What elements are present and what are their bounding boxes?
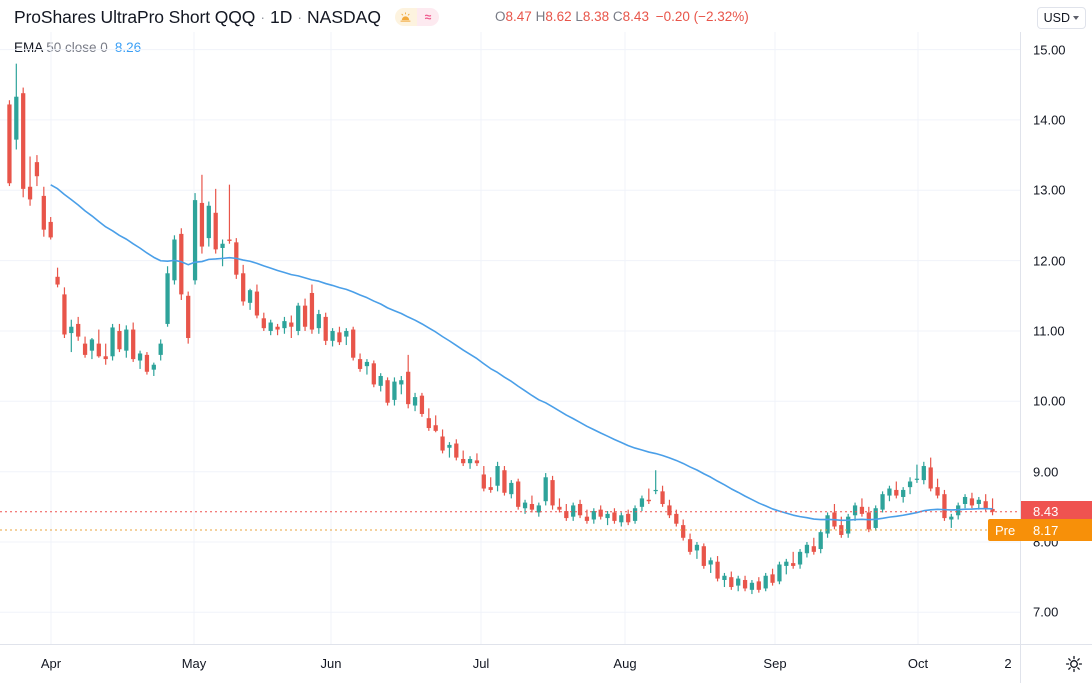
premarket-tag: Pre [988, 519, 1023, 541]
last-price-badge: 8.43 [1021, 500, 1092, 523]
time-tick-2: 2 [1004, 656, 1012, 671]
interval-label[interactable]: 1D [269, 6, 293, 27]
exchange-label[interactable]: NASDAQ [307, 6, 381, 27]
change-value: −0.20 (−2.32%) [655, 9, 749, 24]
price-tick-11.00: 11.00 [1033, 323, 1065, 339]
price-tick-7.00: 7.00 [1033, 604, 1059, 620]
time-scale-divider [1020, 645, 1021, 683]
market-status-pill[interactable]: ≈ [394, 8, 439, 26]
time-tick-May: May [181, 656, 207, 671]
currency-button[interactable]: USD [1036, 7, 1086, 29]
candlestick-canvas [0, 32, 1020, 644]
premarket-price-badge: 8.17 [1021, 519, 1092, 541]
indicator-legend-ema[interactable]: EMA 50 close 0 8.26 [14, 40, 141, 55]
high-value: 8.62 [545, 9, 572, 24]
vertical-gridlines [50, 32, 919, 644]
price-tick-13.00: 13.00 [1033, 182, 1066, 198]
ema-line [50, 184, 993, 522]
price-tick-15.00: 15.00 [1033, 42, 1066, 58]
time-scale[interactable]: Apr May Jun Jul Aug Sep Oct 2 [0, 644, 1092, 683]
price-tick-14.00: 14.00 [1033, 112, 1066, 128]
time-tick-Jun: Jun [320, 656, 342, 671]
wave-icon: ≈ [416, 8, 439, 26]
chart-plot-area[interactable] [0, 32, 1020, 644]
close-value: 8.43 [622, 9, 649, 24]
price-tick-10.00: 10.00 [1033, 393, 1066, 409]
low-value: 8.38 [582, 9, 610, 24]
close-label: C [612, 9, 623, 24]
sunrise-icon [394, 8, 417, 26]
low-label: L [575, 9, 583, 24]
open-value: 8.47 [505, 9, 532, 24]
time-tick-Oct: Oct [907, 656, 929, 671]
symbol-title[interactable]: ProShares UltraPro Short QQQ [14, 6, 256, 27]
high-label: H [535, 9, 546, 24]
time-tick-Aug: Aug [613, 656, 637, 671]
time-tick-Jul: Jul [472, 656, 490, 671]
currency-label: USD [1043, 11, 1070, 25]
ema-name: EMA [14, 40, 44, 55]
price-lines [0, 511, 1020, 531]
open-label: O [495, 9, 506, 24]
price-tick-12.00: 12.00 [1033, 253, 1066, 269]
price-scale[interactable]: 15.00 14.00 13.00 12.00 11.00 10.00 9.00 8.00 7.… [1020, 32, 1092, 644]
time-tick-Sep: Sep [763, 656, 787, 671]
candle-series [7, 63, 995, 595]
price-tick-9.00: 9.00 [1033, 464, 1059, 480]
ema-value: 8.26 [114, 40, 142, 55]
ohlc-values: O8.47 H8.62 L8.38 C8.43 −0.20 (−2.32%) [495, 9, 749, 24]
legend-separator-2: · [297, 9, 303, 25]
ema-params: 50 close 0 [46, 40, 108, 55]
legend-separator: · [260, 9, 265, 25]
time-tick-Apr: Apr [40, 656, 62, 671]
chart-legend-symbol-row: ProShares UltraPro Short QQQ · 1D · NASD… [14, 6, 439, 28]
gear-icon[interactable] [1064, 654, 1084, 674]
chevron-down-icon [1073, 16, 1079, 20]
